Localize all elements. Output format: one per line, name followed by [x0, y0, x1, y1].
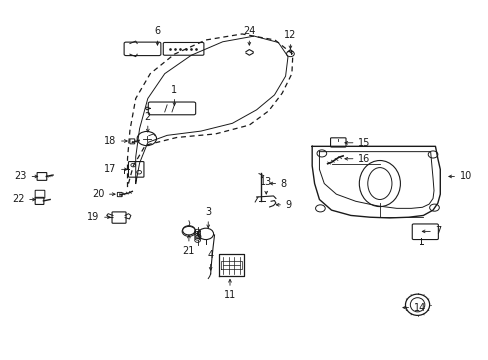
Text: 9: 9 [285, 200, 291, 210]
Text: 11: 11 [224, 290, 236, 300]
Text: 15: 15 [357, 138, 370, 148]
Text: 20: 20 [92, 189, 104, 199]
Text: 17: 17 [104, 165, 116, 174]
Text: 16: 16 [357, 154, 369, 164]
Text: 12: 12 [284, 30, 296, 40]
Text: 10: 10 [459, 171, 471, 181]
Text: 24: 24 [243, 26, 255, 36]
Text: 3: 3 [205, 207, 211, 217]
Text: 2: 2 [144, 112, 151, 122]
Text: 22: 22 [12, 194, 24, 204]
Text: 23: 23 [15, 171, 27, 181]
Text: 21: 21 [183, 246, 195, 256]
Text: 14: 14 [413, 303, 425, 312]
Text: 19: 19 [87, 212, 99, 222]
Text: 7: 7 [435, 226, 441, 237]
Text: 13: 13 [260, 177, 272, 187]
Text: 18: 18 [104, 136, 116, 146]
Text: 8: 8 [280, 179, 286, 189]
Text: 4: 4 [207, 250, 213, 260]
Text: 1: 1 [171, 85, 177, 95]
Text: 6: 6 [154, 26, 160, 36]
Text: 5: 5 [195, 231, 201, 242]
